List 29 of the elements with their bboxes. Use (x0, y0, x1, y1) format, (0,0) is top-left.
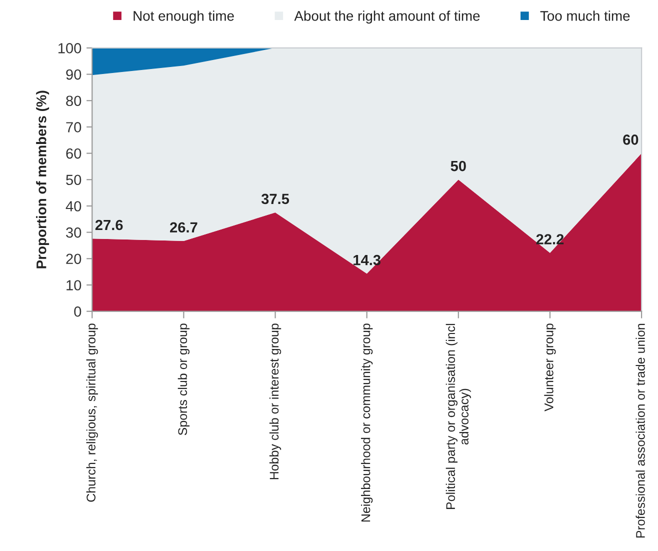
y-tick-label: 40 (66, 201, 82, 212)
x-tick-label: Professional association or trade union (636, 324, 645, 538)
data-label: 27.6 (95, 220, 123, 230)
data-label: 37.5 (261, 194, 290, 204)
legend-label: About the right amount of time (294, 10, 480, 24)
data-label: 22.2 (536, 234, 564, 244)
x-tick-label: Volunteer group (544, 324, 556, 412)
y-tick-label: 30 (66, 227, 82, 238)
x-tick-label: Hobby club or interest group (269, 324, 282, 480)
legend-label: Not enough time (134, 10, 234, 24)
y-axis-title: Proportion of members (%) (36, 90, 50, 268)
y-tick-label: 0 (74, 306, 82, 317)
data-label: 60 (623, 134, 638, 145)
x-tick-label: Political party or organisation (incl advocacy) (446, 324, 471, 509)
y-tick-label: 80 (66, 96, 82, 106)
x-tick-label: Sports club or group (178, 324, 190, 436)
legend-label: Too much time (540, 10, 630, 21)
y-tick-label: 60 (66, 148, 82, 159)
x-tick-label: Neighbourhood or community group (361, 324, 373, 522)
y-tick-label: 90 (66, 69, 82, 80)
y-tick-label: 50 (66, 174, 82, 186)
y-tick-label: 70 (66, 122, 82, 132)
data-label: 26.7 (170, 222, 198, 233)
y-tick-label: 100 (58, 43, 82, 54)
data-label: 14.3 (354, 254, 380, 266)
y-tick-label: 20 (66, 254, 82, 264)
y-tick-label: 10 (66, 280, 82, 290)
x-tick-label: Church, religious, spiritual group (86, 324, 98, 502)
data-label: 50 (450, 160, 466, 172)
